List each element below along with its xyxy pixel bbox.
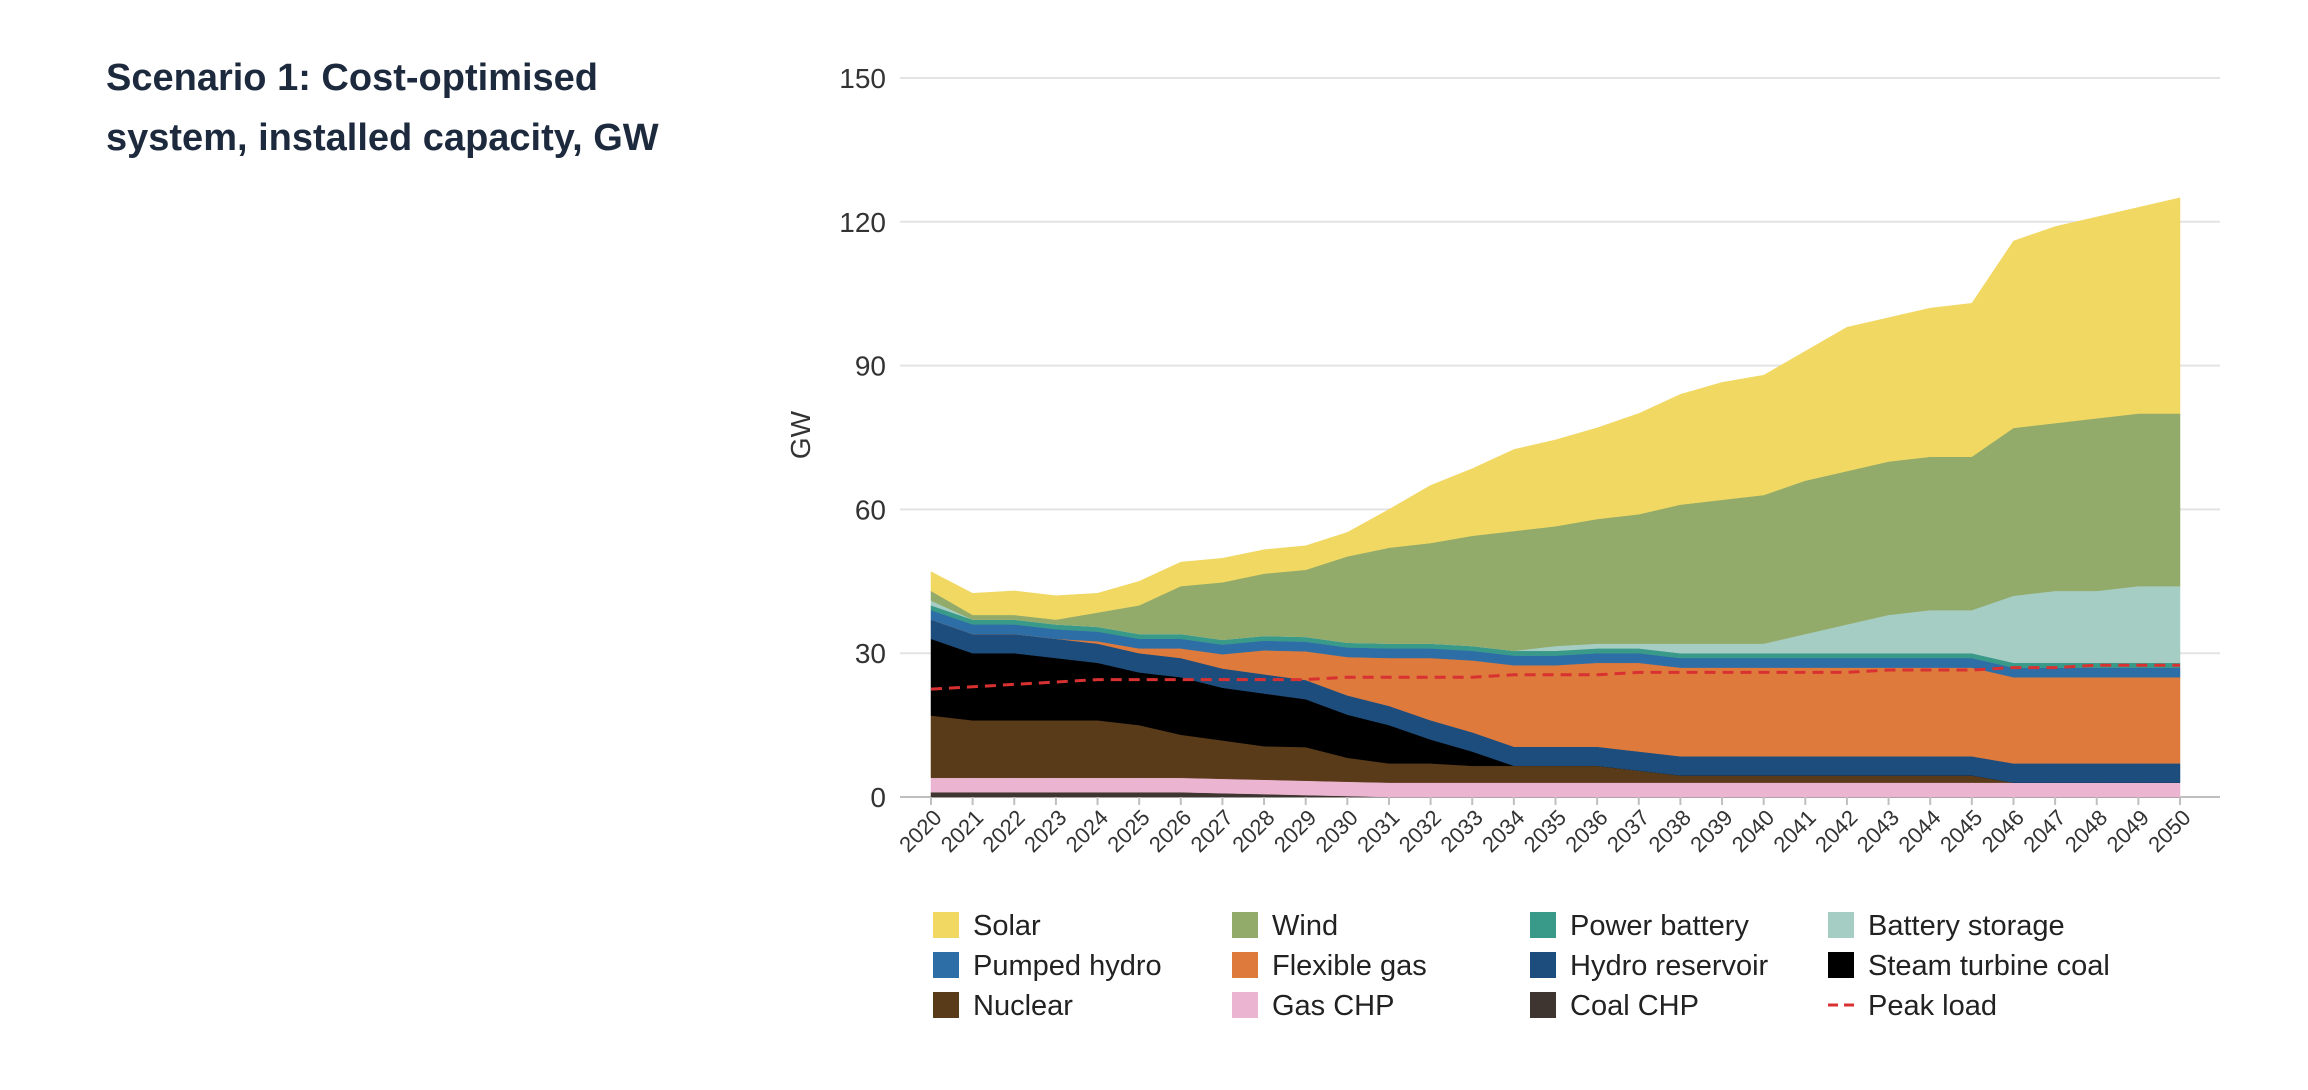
x-tick-label: 2024: [1061, 805, 1113, 857]
legend-swatch: [933, 952, 959, 978]
chart-title: Scenario 1: Cost-optimised system, insta…: [106, 57, 659, 159]
x-tick-label: 2021: [936, 805, 988, 857]
legend-swatch: [1530, 992, 1556, 1018]
x-tick-label: 2050: [2143, 805, 2195, 857]
legend-item-steam-turbine-coal: Steam turbine coal: [1828, 950, 2110, 982]
legend-label: Battery storage: [1868, 910, 2065, 942]
y-tick-label: 150: [839, 63, 886, 94]
x-tick-label: 2042: [1810, 805, 1862, 857]
x-axis: 2020202120222023202420252026202720282029…: [894, 797, 2196, 857]
legend-label: Flexible gas: [1272, 950, 1427, 982]
legend-swatch: [1530, 952, 1556, 978]
x-tick-label: 2030: [1311, 805, 1363, 857]
x-tick-label: 2038: [1644, 805, 1696, 857]
x-tick-label: 2047: [2018, 805, 2070, 857]
legend-label: Solar: [973, 910, 1041, 942]
legend-item-coal-chp: Coal CHP: [1530, 990, 1699, 1022]
x-tick-label: 2028: [1227, 805, 1279, 857]
legend-label: Steam turbine coal: [1868, 950, 2110, 982]
x-tick-label: 2022: [978, 805, 1030, 857]
y-tick-label: 90: [855, 351, 886, 382]
legend-swatch: [1232, 912, 1258, 938]
legend-label: Nuclear: [973, 990, 1073, 1022]
legend-label: Coal CHP: [1570, 990, 1699, 1022]
y-tick-label: 120: [839, 207, 886, 238]
legend-swatch: [933, 992, 959, 1018]
y-tick-label: 0: [870, 782, 886, 813]
x-tick-label: 2043: [1852, 805, 1904, 857]
x-tick-label: 2020: [894, 805, 946, 857]
legend-item-gas-chp: Gas CHP: [1232, 990, 1394, 1022]
x-tick-label: 2025: [1102, 805, 1154, 857]
legend-item-battery-storage: Battery storage: [1828, 910, 2065, 942]
legend-label: Wind: [1272, 910, 1338, 942]
y-axis-label: GW: [785, 410, 816, 459]
x-tick-label: 2046: [1977, 805, 2029, 857]
x-tick-label: 2049: [2102, 805, 2154, 857]
x-tick-label: 2033: [1435, 805, 1487, 857]
legend-item-power-battery: Power battery: [1530, 910, 1749, 942]
legend-item-hydro-reservoir: Hydro reservoir: [1530, 950, 1769, 982]
x-tick-label: 2027: [1186, 805, 1238, 857]
x-tick-label: 2026: [1144, 805, 1196, 857]
legend-swatch: [1828, 952, 1854, 978]
legend-swatch: [1828, 912, 1854, 938]
y-tick-label: 30: [855, 638, 886, 669]
legend-item-wind: Wind: [1232, 910, 1338, 942]
x-tick-label: 2039: [1685, 805, 1737, 857]
legend-swatch: [933, 912, 959, 938]
legend-swatch: [1232, 992, 1258, 1018]
legend-item-pumped-hydro: Pumped hydro: [933, 950, 1162, 982]
x-tick-label: 2023: [1019, 805, 1071, 857]
line-peak-load: [930, 663, 2180, 691]
legend-item-solar: Solar: [933, 910, 1041, 942]
legend-label: Peak load: [1868, 990, 1997, 1022]
y-tick-label: 60: [855, 494, 886, 525]
x-tick-label: 2032: [1394, 805, 1446, 857]
legend-label: Gas CHP: [1272, 990, 1394, 1022]
x-tick-label: 2034: [1477, 805, 1529, 857]
x-tick-label: 2037: [1602, 805, 1654, 857]
x-tick-label: 2048: [2060, 805, 2112, 857]
legend-item-flexible-gas: Flexible gas: [1232, 950, 1427, 982]
area-series: [930, 197, 2181, 798]
x-tick-label: 2031: [1352, 805, 1404, 857]
area-solar: [930, 197, 2181, 620]
legend-swatch: [1232, 952, 1258, 978]
x-tick-label: 2040: [1727, 805, 1779, 857]
x-tick-label: 2041: [1769, 805, 1821, 857]
legend-item-nuclear: Nuclear: [933, 990, 1073, 1022]
x-tick-label: 2036: [1560, 805, 1612, 857]
legend-swatch: [1530, 912, 1556, 938]
line-series: [930, 663, 2180, 691]
x-tick-label: 2035: [1519, 805, 1571, 857]
legend-label: Hydro reservoir: [1570, 950, 1769, 982]
legend-label: Pumped hydro: [973, 950, 1162, 982]
x-tick-label: 2045: [1935, 805, 1987, 857]
x-tick-label: 2044: [1893, 805, 1945, 857]
legend-label: Power battery: [1570, 910, 1749, 942]
x-tick-label: 2029: [1269, 805, 1321, 857]
y-axis: 0 30 60 90 120 150: [839, 63, 886, 813]
legend: Solar Wind Power battery Battery storage Pum…: [933, 910, 2110, 1022]
legend-item-peak-load: Peak load: [1828, 990, 1997, 1022]
